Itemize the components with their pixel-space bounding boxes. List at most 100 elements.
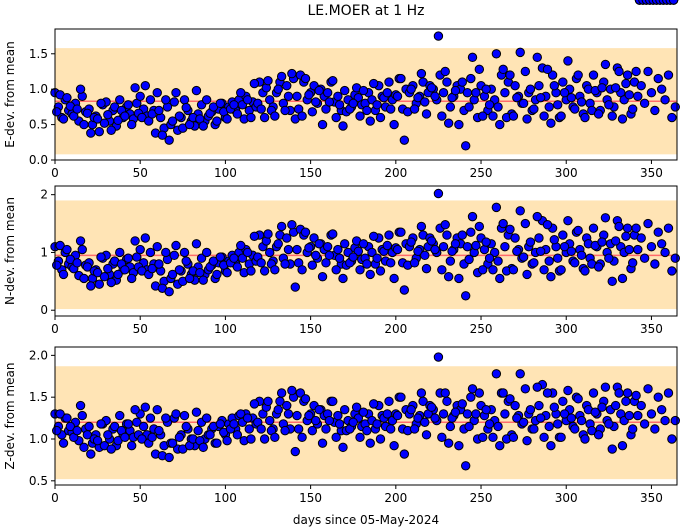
data-point bbox=[334, 419, 345, 429]
data-point bbox=[462, 88, 473, 98]
y-tick-label: 0 bbox=[40, 303, 48, 317]
data-point bbox=[126, 273, 137, 284]
data-point bbox=[282, 80, 292, 91]
data-point bbox=[355, 432, 365, 443]
data-point bbox=[396, 73, 406, 84]
data-point bbox=[120, 432, 130, 443]
data-point bbox=[546, 440, 556, 451]
x-tick-label: 250 bbox=[470, 166, 493, 180]
data-point bbox=[491, 202, 502, 213]
data-point bbox=[650, 424, 660, 434]
data-point bbox=[115, 247, 125, 258]
data-point bbox=[314, 405, 324, 415]
data-point bbox=[510, 233, 520, 243]
data-point bbox=[355, 111, 365, 121]
x-tick-label: 250 bbox=[470, 322, 493, 336]
data-point bbox=[77, 244, 87, 255]
data-point bbox=[297, 111, 307, 121]
data-point bbox=[515, 47, 525, 58]
data-point bbox=[259, 266, 270, 276]
data-point bbox=[621, 231, 631, 241]
data-point bbox=[222, 435, 232, 446]
data-point bbox=[406, 405, 416, 415]
data-point bbox=[297, 265, 307, 275]
y-tick-label: 1.0 bbox=[29, 82, 48, 96]
data-point bbox=[525, 84, 536, 94]
data-point bbox=[481, 237, 491, 247]
data-point bbox=[570, 424, 580, 434]
data-point bbox=[617, 273, 628, 284]
data-point bbox=[201, 413, 212, 423]
data-point bbox=[440, 66, 450, 77]
data-point bbox=[546, 118, 556, 128]
data-point bbox=[270, 265, 280, 275]
data-point bbox=[115, 95, 125, 105]
data-point bbox=[86, 281, 96, 291]
data-point bbox=[328, 396, 338, 407]
y-tick-label: 2.0 bbox=[29, 348, 48, 362]
data-point bbox=[450, 239, 461, 249]
data-point bbox=[660, 247, 670, 258]
data-point bbox=[232, 430, 243, 440]
data-point bbox=[454, 440, 464, 451]
data-point bbox=[406, 237, 416, 247]
data-point bbox=[622, 388, 633, 398]
data-point bbox=[566, 246, 577, 256]
data-point bbox=[75, 400, 86, 411]
data-point bbox=[384, 77, 394, 87]
data-point bbox=[443, 272, 454, 282]
data-point bbox=[646, 88, 657, 98]
data-point bbox=[588, 223, 599, 233]
data-point bbox=[520, 66, 531, 77]
data-point bbox=[573, 394, 583, 404]
data-point bbox=[650, 259, 660, 269]
data-point bbox=[130, 405, 140, 415]
data-point bbox=[488, 432, 498, 443]
data-point bbox=[437, 111, 447, 121]
data-point bbox=[99, 272, 110, 282]
data-point bbox=[478, 111, 488, 121]
data-point bbox=[668, 0, 679, 5]
x-tick-label: 350 bbox=[640, 491, 663, 505]
data-point bbox=[276, 221, 287, 232]
data-point bbox=[505, 394, 515, 404]
data-point bbox=[215, 419, 225, 429]
data-point bbox=[670, 102, 680, 112]
data-point bbox=[542, 64, 553, 75]
data-point bbox=[322, 241, 333, 252]
data-point bbox=[232, 262, 243, 272]
x-tick-label: 200 bbox=[384, 491, 407, 505]
panel-3-points bbox=[50, 0, 680, 471]
data-point bbox=[488, 265, 498, 275]
data-point bbox=[222, 267, 232, 278]
data-point bbox=[399, 449, 410, 459]
panel-3: 0 50 100 150 200 250 300 3500.51.01.52.0Z-dev. … bbox=[3, 0, 680, 505]
data-point bbox=[622, 70, 633, 80]
data-point bbox=[287, 220, 297, 230]
data-point bbox=[593, 109, 604, 119]
y-tick-label: 1.5 bbox=[29, 47, 48, 61]
data-point bbox=[232, 109, 243, 119]
data-point bbox=[123, 253, 133, 263]
data-point bbox=[559, 241, 570, 252]
data-point bbox=[518, 98, 529, 109]
data-point bbox=[140, 80, 151, 91]
data-point bbox=[484, 100, 495, 110]
data-point bbox=[457, 399, 467, 409]
data-point bbox=[179, 95, 190, 105]
data-point bbox=[512, 92, 522, 103]
data-point bbox=[52, 107, 62, 117]
data-point bbox=[529, 104, 539, 114]
x-tick-label: 300 bbox=[555, 322, 578, 336]
data-point bbox=[368, 399, 379, 409]
data-point bbox=[529, 424, 539, 434]
data-point bbox=[82, 430, 93, 440]
data-point bbox=[604, 253, 614, 263]
data-point bbox=[457, 230, 467, 240]
data-point bbox=[282, 400, 292, 411]
data-point bbox=[372, 253, 382, 263]
data-point bbox=[106, 444, 116, 454]
data-point bbox=[287, 68, 297, 79]
data-point bbox=[553, 100, 563, 110]
data-point bbox=[539, 432, 549, 443]
